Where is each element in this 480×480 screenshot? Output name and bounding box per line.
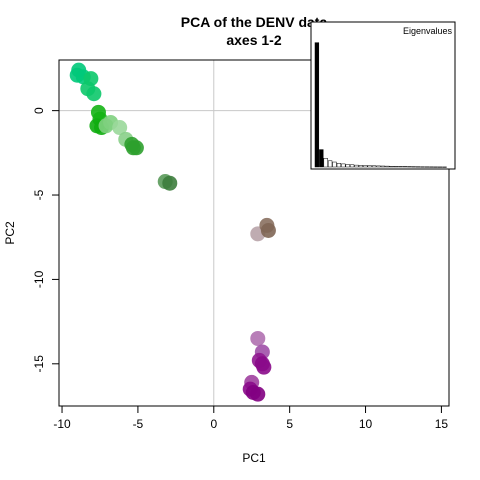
data-point xyxy=(86,86,102,102)
eigenvalue-bar xyxy=(398,166,403,168)
data-point xyxy=(128,140,144,156)
data-point xyxy=(112,120,128,136)
eigenvalue-bar xyxy=(415,166,421,168)
eigenvalue-bar xyxy=(367,165,372,168)
data-point xyxy=(250,330,266,346)
data-point xyxy=(250,386,266,402)
eigenvalue-bar xyxy=(411,166,416,168)
inset-title: Eigenvalues xyxy=(403,26,453,36)
eigenvalue-bar xyxy=(429,166,434,168)
x-tick-label: 15 xyxy=(435,417,449,431)
eigenvalue-bar xyxy=(437,166,443,168)
inset-frame xyxy=(310,21,456,170)
data-point xyxy=(260,222,276,238)
eigenvalue-bar xyxy=(341,163,346,168)
y-axis-label: PC2 xyxy=(3,221,17,245)
eigenvalue-bar xyxy=(323,158,328,168)
eigenvalue-bar xyxy=(385,165,390,168)
data-point xyxy=(256,359,272,375)
eigenvalue-bar xyxy=(402,166,408,168)
chart-title-line2: axes 1-2 xyxy=(226,32,281,48)
x-tick-label: 10 xyxy=(359,417,373,431)
y-axis: 0 -5 -10 -15 xyxy=(32,107,60,373)
eigenvalue-bar xyxy=(349,164,355,168)
y-tick-label: 0 xyxy=(32,107,46,114)
eigenvalue-bar xyxy=(327,160,333,168)
x-tick-label: 5 xyxy=(286,417,293,431)
data-points xyxy=(69,62,276,402)
x-tick-label: -5 xyxy=(133,417,144,431)
eigenvalue-bar xyxy=(363,165,368,168)
y-tick-label: -10 xyxy=(32,270,46,288)
data-point xyxy=(162,175,178,191)
x-tick-label: 0 xyxy=(210,417,217,431)
eigenvalue-bar xyxy=(345,164,350,168)
y-tick-label: -15 xyxy=(32,355,46,373)
eigenvalue-bar xyxy=(389,166,394,168)
eigenvalue-bar xyxy=(407,166,412,168)
eigenvalue-bar xyxy=(358,165,364,168)
eigenvalue-bar xyxy=(336,163,342,168)
eigenvalue-bar xyxy=(354,164,359,168)
eigenvalue-bar xyxy=(433,166,438,168)
x-axis-label: PC1 xyxy=(242,451,266,465)
x-axis: -10 -5 0 5 10 15 xyxy=(53,405,449,431)
y-tick-label: -5 xyxy=(32,189,46,200)
eigenvalue-bar xyxy=(319,149,324,168)
eigenvalue-bar xyxy=(380,165,386,168)
eigenvalue-bar xyxy=(442,166,447,168)
eigenvalue-inset: Eigenvalues xyxy=(310,21,456,170)
eigenvalue-bar xyxy=(314,42,320,168)
eigenvalue-bars xyxy=(314,42,447,168)
eigenvalue-bar xyxy=(393,166,399,168)
x-tick-label: -10 xyxy=(53,417,71,431)
eigenvalue-bar xyxy=(371,165,377,168)
eigenvalue-bar xyxy=(424,166,430,168)
chart-title-line1: PCA of the DENV data xyxy=(181,14,328,30)
eigenvalue-bar xyxy=(376,165,381,168)
eigenvalue-bar xyxy=(332,161,337,168)
eigenvalue-bar xyxy=(420,166,425,168)
